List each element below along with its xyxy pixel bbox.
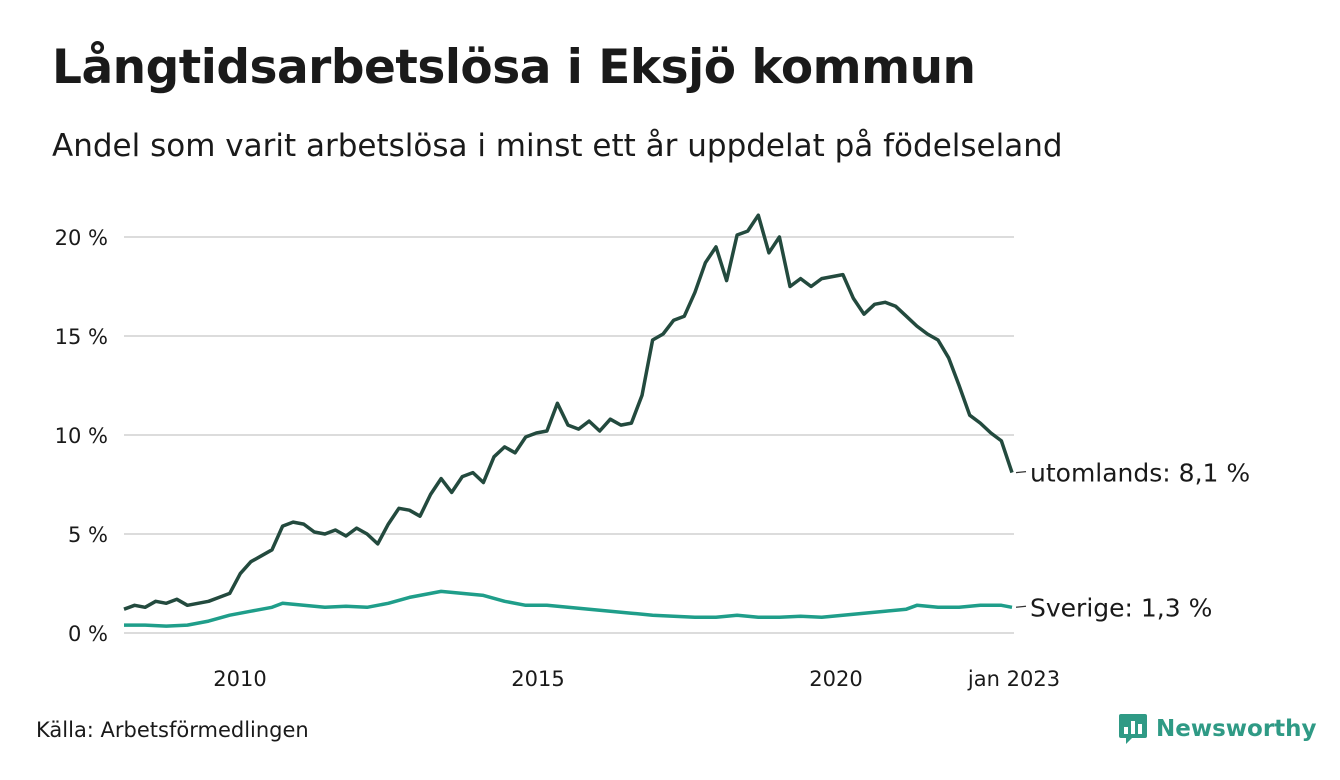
source-note: Källa: Arbetsförmedlingen: [36, 718, 309, 742]
y-tick-label: 10 %: [55, 424, 108, 448]
series-line-utomlands: [123, 213, 1014, 611]
brand-logo[interactable]: Newsworthy: [1118, 712, 1317, 746]
y-tick-label: 0 %: [68, 622, 108, 646]
x-tick-label: jan 2023: [967, 667, 1060, 691]
end-label-sverige: Sverige: 1,3 %: [1030, 593, 1212, 622]
end-label-leader-sverige: [1015, 605, 1027, 608]
x-axis-labels: 2010 2015 2020 jan 2023: [213, 667, 1060, 691]
line-chart: 0 %5 %10 %15 %20 % 2010 2015 2020 jan 2023 …: [55, 213, 1250, 691]
end-label-leader-utomlands: [1015, 471, 1027, 474]
x-tick-label: 2015: [511, 667, 564, 691]
end-label-utomlands: utomlands: 8,1 %: [1030, 459, 1250, 488]
y-tick-label: 5 %: [68, 523, 108, 547]
chart-subtitle: Andel som varit arbetslösa i minst ett å…: [52, 128, 1063, 164]
y-tick-label: 20 %: [55, 226, 108, 250]
gridlines: [124, 236, 1014, 634]
y-tick-label: 15 %: [55, 325, 108, 349]
x-tick-label: 2020: [809, 667, 862, 691]
chart-title: Långtidsarbetslösa i Eksjö kommun: [52, 40, 976, 95]
y-axis-labels: 0 % 5 % 10 % 15 % 20 %: [55, 226, 108, 646]
series-lines: [123, 213, 1014, 628]
series-end-labels: utomlands: 8,1 % Sverige: 1,3 %: [1015, 459, 1250, 622]
x-tick-label: 2010: [213, 667, 266, 691]
series-line-sverige: [124, 589, 1013, 628]
brand-name: Newsworthy: [1156, 716, 1317, 742]
bar-chart-logo-icon: [1119, 714, 1147, 744]
